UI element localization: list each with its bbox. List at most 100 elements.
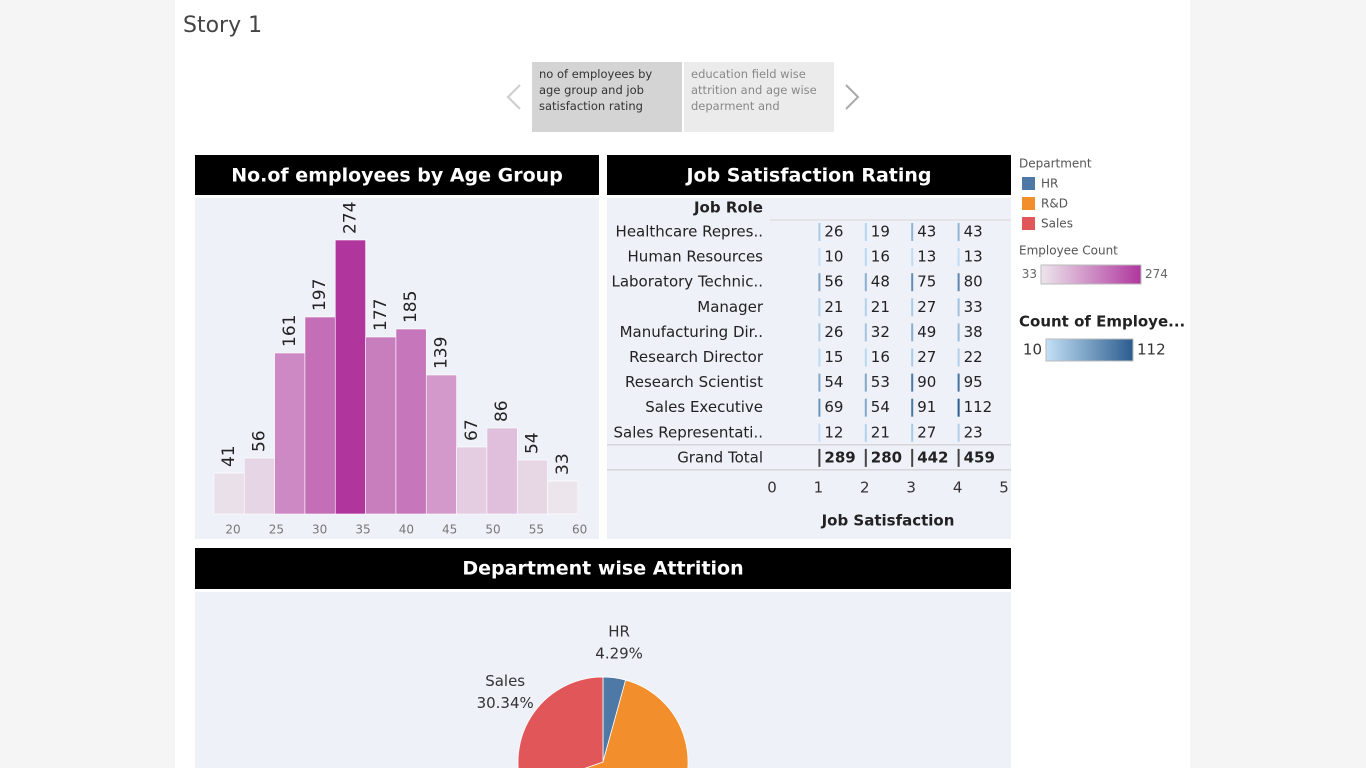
histogram-bar (547, 480, 579, 515)
histogram-bar (486, 427, 518, 515)
cell-value: 90 (917, 373, 936, 391)
cell-value: 16 (871, 348, 890, 366)
cell-value: 33 (964, 298, 983, 316)
row-label: Human Resources (628, 248, 764, 266)
panel-header (195, 155, 599, 195)
cell-value: 95 (964, 373, 983, 391)
row-label: Manager (697, 298, 764, 316)
bar-value-label: 54 (522, 432, 542, 454)
cell-bar (864, 273, 867, 292)
total-bar (957, 448, 960, 467)
x-tick-label: 50 (485, 523, 500, 537)
cell-bar (911, 298, 914, 317)
cell-bar (864, 348, 867, 367)
panel-title: No.of employees by Age Group (231, 165, 563, 187)
cell-bar (957, 423, 960, 442)
cell-value: 38 (964, 323, 983, 341)
legend-swatch (1022, 217, 1035, 230)
next-arrow[interactable] (845, 84, 860, 110)
cell-value: 54 (824, 373, 843, 391)
cell-value: 22 (964, 348, 983, 366)
cell-bar (818, 423, 821, 442)
cell-bar (864, 298, 867, 317)
legend-label: HR (1041, 177, 1058, 191)
slice-name: Sales (485, 672, 525, 690)
cell-value: 112 (964, 398, 993, 416)
histogram-bar (334, 239, 366, 515)
cell-bar (957, 323, 960, 342)
cell-value: 56 (824, 273, 843, 291)
bar-value-label: 197 (310, 279, 330, 311)
cell-bar (911, 348, 914, 367)
cell-value: 10 (824, 248, 843, 266)
cell-bar (864, 248, 867, 267)
cell-value: 15 (824, 348, 843, 366)
total-bar (911, 448, 914, 467)
cell-value: 21 (871, 298, 890, 316)
x-tick-label: 55 (529, 523, 544, 537)
prev-arrow[interactable] (506, 84, 521, 110)
cell-bar (818, 223, 821, 241)
cell-value: 69 (824, 398, 843, 416)
legend-min: 33 (1022, 267, 1037, 281)
legend-swatch (1022, 197, 1035, 210)
story-tab[interactable]: no of employees by age group and job sat… (532, 62, 682, 132)
row-label: Sales Executive (645, 398, 763, 416)
cell-bar (818, 323, 821, 342)
cell-bar (818, 373, 821, 392)
histogram-bar (365, 336, 397, 515)
cell-bar (864, 323, 867, 342)
cell-value: 13 (917, 248, 936, 266)
x-tick-label: 30 (312, 523, 327, 537)
cell-bar (911, 223, 914, 241)
cell-value: 19 (871, 223, 890, 241)
legend-gradient (1045, 338, 1134, 362)
cell-bar (911, 423, 914, 442)
total-value: 280 (871, 448, 902, 466)
x-tick-label: 25 (269, 523, 284, 537)
total-bar (818, 448, 821, 467)
cell-value: 21 (824, 298, 843, 316)
bar-value-label: 86 (492, 400, 512, 422)
legend-max: 274 (1145, 267, 1168, 281)
x-tick-label: 4 (953, 479, 963, 497)
x-axis-title: Job Satisfaction (821, 512, 955, 530)
panel-title: Job Satisfaction Rating (684, 165, 931, 187)
x-tick-label: 40 (399, 523, 414, 537)
cell-bar (911, 323, 914, 342)
histogram-bar (516, 459, 548, 515)
cell-value: 27 (917, 298, 936, 316)
bar-value-label: 33 (553, 453, 573, 475)
cell-bar (818, 273, 821, 292)
legend-title: Department (1019, 157, 1092, 171)
x-tick-label: 1 (814, 479, 824, 497)
histogram-bar (243, 457, 275, 515)
bar-value-label: 274 (340, 202, 360, 234)
row-label: Manufacturing Dir.. (620, 323, 763, 341)
x-tick-label: 5 (999, 479, 1009, 497)
x-tick-label: 20 (225, 523, 240, 537)
pie-slice (584, 679, 689, 768)
cell-value: 23 (964, 423, 983, 441)
x-tick-label: 2 (860, 479, 870, 497)
bar-value-label: 161 (280, 315, 300, 347)
cell-bar (957, 373, 960, 392)
x-tick-label: 0 (767, 479, 777, 497)
cell-value: 21 (871, 423, 890, 441)
cell-bar (911, 398, 914, 417)
legend-title: Employee Count (1019, 244, 1118, 258)
total-bar (864, 448, 867, 467)
x-tick-label: 3 (906, 479, 916, 497)
cell-bar (957, 223, 960, 241)
total-value: 459 (964, 448, 995, 466)
histogram-bar (274, 352, 306, 515)
total-value: 442 (917, 448, 948, 466)
cell-value: 43 (964, 223, 983, 241)
cell-value: 80 (964, 273, 983, 291)
panel-body (607, 198, 1011, 539)
story-tab[interactable]: education field wise attrition and age w… (684, 62, 834, 132)
slice-name: HR (608, 623, 630, 641)
cell-bar (957, 348, 960, 367)
row-label: Research Scientist (625, 373, 763, 391)
